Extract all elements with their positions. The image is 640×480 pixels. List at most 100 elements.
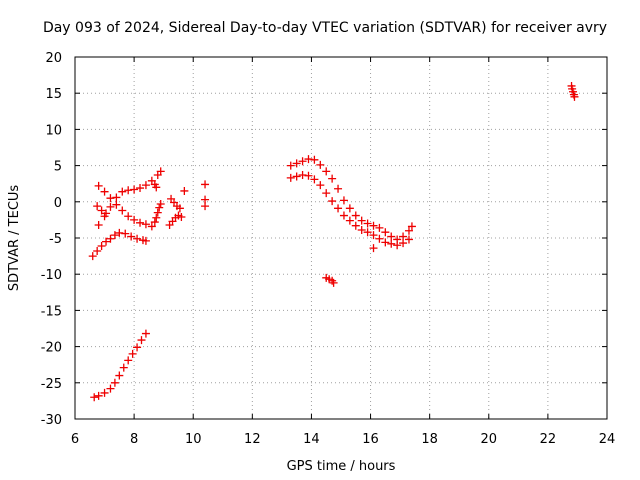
data-point — [115, 228, 124, 237]
data-point — [127, 232, 136, 241]
data-point — [345, 204, 354, 213]
data-point — [118, 206, 127, 215]
data-point — [310, 155, 319, 164]
data-point — [100, 388, 109, 397]
data-point — [357, 226, 366, 235]
data-point — [351, 211, 360, 220]
data-point — [404, 226, 413, 235]
grid-lines — [75, 57, 607, 419]
x-tick-label: 14 — [303, 432, 320, 447]
data-point — [381, 238, 390, 247]
data-point — [150, 218, 159, 227]
data-series — [93, 202, 111, 218]
data-point — [112, 193, 121, 202]
data-point — [387, 239, 396, 248]
data-point — [141, 181, 150, 190]
data-series — [567, 81, 579, 101]
data-point — [136, 184, 145, 193]
y-tick-label: -20 — [41, 341, 62, 356]
data-point — [130, 185, 139, 194]
data-point — [407, 222, 416, 231]
data-point — [369, 244, 378, 253]
x-tick-label: 24 — [599, 432, 616, 447]
data-point — [152, 213, 161, 222]
x-tick-label: 16 — [362, 432, 379, 447]
data-point — [316, 181, 325, 190]
data-point — [570, 92, 579, 101]
x-tick-label: 10 — [185, 432, 202, 447]
data-point — [124, 212, 133, 221]
y-tick-label: 15 — [45, 87, 62, 102]
data-point — [147, 222, 156, 231]
chart-title: Day 093 of 2024, Sidereal Day-to-day VTE… — [43, 20, 607, 36]
data-point — [94, 220, 103, 229]
data-point — [97, 206, 106, 215]
data-point — [298, 171, 307, 180]
data-point — [156, 167, 165, 176]
data-series — [165, 186, 189, 229]
data-point — [286, 173, 295, 182]
data-point — [106, 234, 115, 243]
y-tick-label: 5 — [54, 160, 62, 175]
x-tick-label: 8 — [130, 432, 138, 447]
y-tick-label: 0 — [54, 196, 62, 211]
x-tick-labels: 6 8 10 12 14 16 18 20 22 24 — [71, 432, 615, 447]
data-point — [316, 160, 325, 169]
data-point — [180, 186, 189, 195]
data-point — [177, 213, 186, 222]
data-point — [399, 239, 408, 248]
data-point — [339, 211, 348, 220]
data-point — [115, 371, 124, 380]
data-point — [329, 278, 338, 287]
data-series — [286, 171, 413, 253]
data-point — [110, 231, 119, 240]
data-point — [201, 202, 210, 211]
data-point — [124, 186, 133, 195]
data-point — [106, 202, 115, 211]
data-point — [328, 174, 337, 183]
data-point — [286, 161, 295, 170]
x-axis-label: GPS time / hours — [287, 459, 396, 474]
data-point — [93, 202, 102, 211]
data-point — [130, 215, 139, 224]
data-point — [375, 234, 384, 243]
y-tick-label: 20 — [45, 51, 62, 66]
data-point — [121, 229, 130, 238]
y-tick-label: -15 — [41, 304, 62, 319]
data-point — [118, 187, 127, 196]
data-point — [93, 247, 102, 256]
data-point — [328, 197, 337, 206]
data-point — [369, 231, 378, 240]
data-point — [304, 155, 313, 164]
axis-ticks — [74, 56, 608, 420]
data-point — [322, 189, 331, 198]
x-tick-label: 22 — [540, 432, 557, 447]
y-tick-label: -30 — [41, 413, 62, 428]
y-tick-label: -10 — [41, 268, 62, 283]
data-series — [90, 329, 150, 402]
data-point — [339, 196, 348, 205]
data-series — [94, 181, 150, 229]
data-point — [112, 200, 121, 209]
data-point — [153, 208, 162, 217]
data-point — [175, 204, 184, 213]
data-point — [393, 241, 402, 250]
data-point — [88, 252, 97, 261]
y-tick-label: -5 — [49, 232, 62, 247]
data-point — [304, 171, 313, 180]
data-point — [381, 228, 390, 237]
data-point — [94, 391, 103, 400]
data-point — [97, 241, 106, 250]
data-point — [110, 378, 119, 387]
data-point — [106, 384, 115, 393]
data-series — [147, 180, 165, 231]
data-point — [106, 194, 115, 203]
data-point — [334, 184, 343, 193]
data-point — [369, 221, 378, 230]
data-point — [102, 237, 111, 246]
data-point — [136, 218, 145, 227]
data-point — [351, 221, 360, 230]
data-series — [201, 180, 210, 211]
data-point — [357, 216, 366, 225]
data-point — [119, 363, 128, 372]
